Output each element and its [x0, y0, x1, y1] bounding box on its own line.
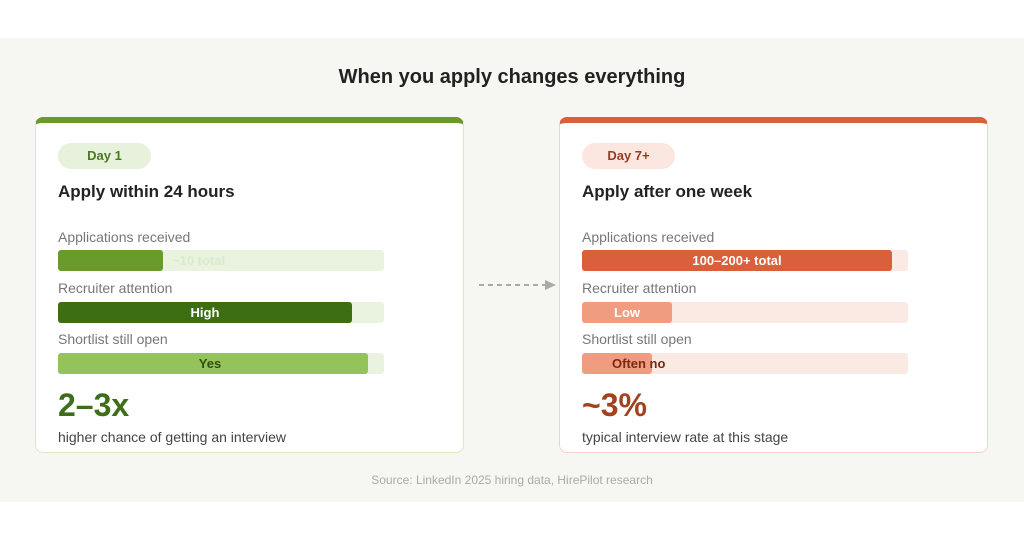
title: When you apply changes everything	[338, 66, 686, 88]
row-label: Recruiter attention	[58, 280, 173, 296]
bar-text: Often no	[612, 356, 666, 371]
bar-text: High	[190, 305, 220, 320]
bar-track: Low	[582, 302, 908, 323]
bar-fill	[58, 302, 352, 323]
bar-text: 100–200+ total	[692, 253, 782, 268]
row-label: Shortlist still open	[58, 331, 168, 347]
source-note: Source: LinkedIn 2025 hiring data, HireP…	[371, 473, 653, 487]
card-heading: Apply after one week	[582, 182, 753, 201]
bar-track: High	[58, 302, 384, 323]
bar-text: ~10 total	[172, 253, 226, 268]
card-heading: Apply within 24 hours	[58, 182, 235, 201]
row-label: Recruiter attention	[582, 280, 697, 296]
row-label: Applications received	[58, 229, 191, 245]
badge: Day 7+	[582, 143, 675, 169]
bar-track: ~10 total	[58, 250, 384, 271]
row-label: Applications received	[582, 229, 715, 245]
badge: Day 1	[58, 143, 151, 169]
bar-fill	[582, 353, 652, 374]
bar-fill	[58, 250, 163, 271]
bar-track: Yes	[58, 353, 384, 374]
arrow	[479, 280, 556, 290]
bar-fill	[58, 353, 368, 374]
bar-text: Low	[614, 305, 640, 320]
bar-track: Often no	[582, 353, 908, 374]
card: Day 1 Apply within 24 hours Applications…	[35, 117, 464, 453]
stat: ~3%	[582, 387, 647, 423]
stat-caption: typical interview rate at this stage	[582, 429, 789, 445]
card: Day 7+ Apply after one week Applications…	[559, 117, 988, 453]
bar-text: Yes	[198, 356, 222, 371]
stat: 2–3x	[58, 387, 130, 423]
bar-fill	[582, 250, 892, 271]
bar-fill	[582, 302, 672, 323]
bar-track: 100–200+ total	[582, 250, 908, 271]
stat-caption: higher chance of getting an interview	[58, 429, 287, 445]
row-label: Shortlist still open	[582, 331, 692, 347]
